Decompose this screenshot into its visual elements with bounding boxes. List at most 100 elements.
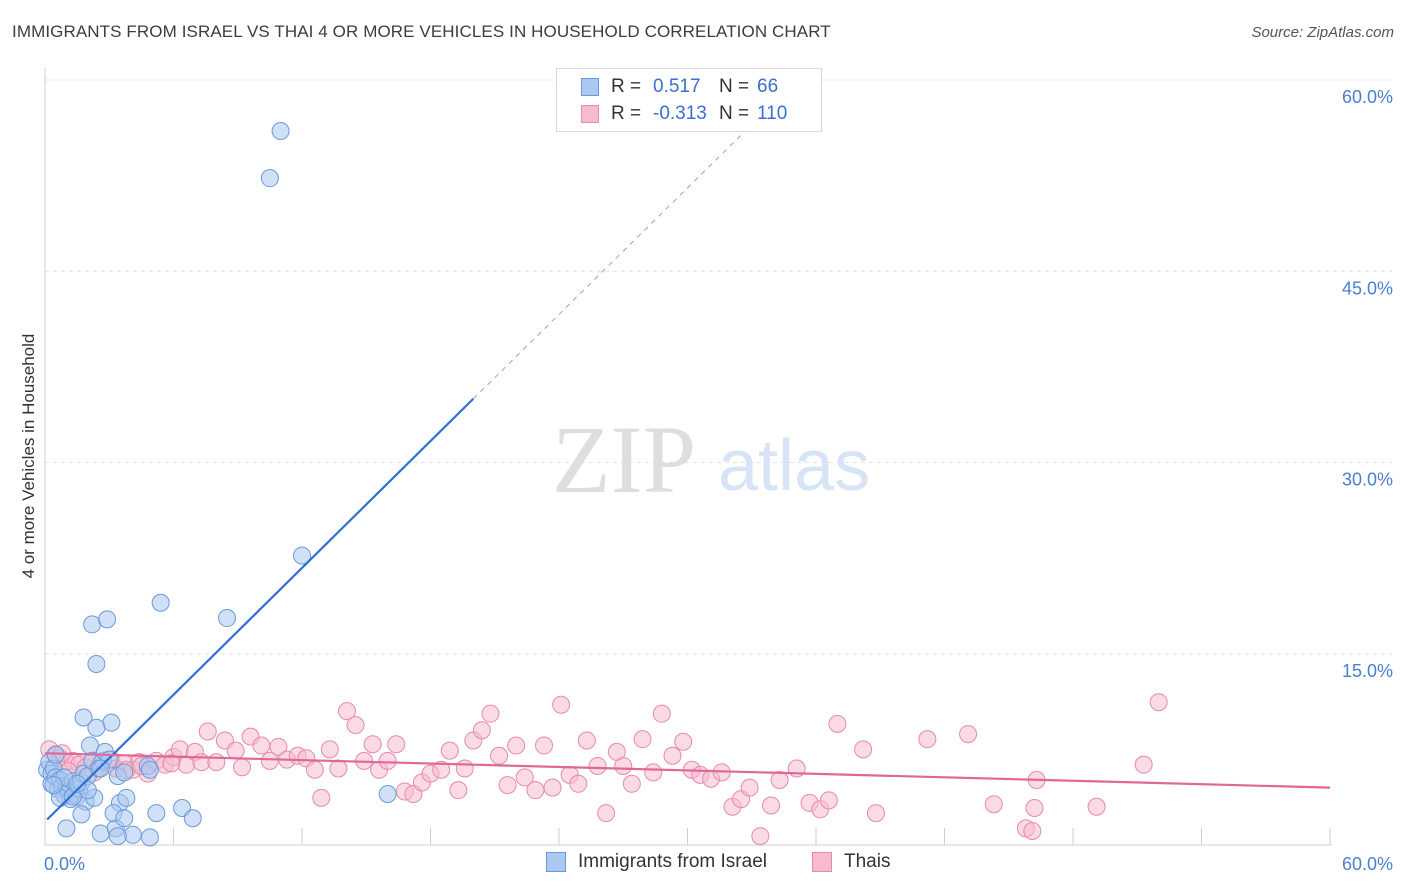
y-tick-label: 30.0% [1342, 470, 1393, 490]
thai-point [918, 730, 937, 749]
correlation-legend: R = 0.517 N = 66 R = -0.313 N = 110 [556, 68, 822, 132]
legend-r-value: 0.517 [653, 76, 701, 97]
thai-point [207, 753, 226, 772]
y-axis-label: 4 or more Vehicles in Household [19, 334, 38, 579]
thai-point [959, 725, 978, 744]
thai-point [233, 758, 252, 777]
thai-point [329, 759, 348, 778]
thai-point [507, 736, 526, 755]
trendlines [44, 124, 1331, 821]
thai-point [644, 763, 663, 782]
watermark-zip: ZIP [552, 406, 696, 513]
israel-point [260, 169, 279, 188]
israel-point [74, 708, 93, 727]
thai-point [1149, 693, 1168, 712]
thai-point [614, 756, 633, 775]
thai-point [622, 774, 641, 793]
israel-point [102, 713, 121, 732]
israel-trendline-extension [472, 124, 753, 400]
legend-n-label: N = [719, 76, 750, 97]
thai-point [740, 778, 759, 797]
legend-swatch-israel [581, 78, 599, 96]
thai-point [432, 760, 451, 779]
thai-point [490, 746, 509, 765]
legend-item-thai[interactable]: Thais [812, 851, 890, 873]
legend-label-thai: Thais [844, 851, 891, 872]
israel-point [271, 122, 290, 140]
source-label: Source: ZipAtlas.com [1251, 24, 1394, 41]
israel-point [140, 760, 159, 779]
israel-point [147, 804, 166, 823]
thai-point [320, 740, 339, 759]
y-tick-labels: 15.0% 30.0% 45.0% 60.0% [1342, 87, 1393, 681]
thai-point [588, 756, 607, 775]
thai-point [363, 735, 382, 754]
thai-point [633, 730, 652, 749]
thai-point [449, 781, 468, 800]
thai-point [1134, 755, 1153, 774]
legend-n-value: 66 [757, 76, 779, 97]
thai-point [663, 746, 682, 765]
legend-n-label: N = [719, 103, 750, 124]
y-tick-label: 60.0% [1342, 87, 1393, 107]
thai-point [337, 702, 356, 721]
israel-point [115, 763, 134, 782]
thai-point [1023, 821, 1042, 840]
legend-n-value: 110 [757, 103, 788, 124]
legend-item-israel[interactable]: Immigrants from Israel [546, 851, 767, 873]
israel-point [57, 819, 76, 838]
thai-point [751, 827, 770, 846]
legend-r-value: -0.313 [653, 103, 707, 124]
israel-point [80, 736, 99, 755]
thai-point [984, 795, 1003, 814]
thai-point [1087, 797, 1106, 816]
thai-point [226, 741, 245, 760]
legend-r-label: R = [611, 76, 642, 97]
israel-point [44, 776, 63, 795]
watermark: ZIP atlas [552, 406, 870, 513]
thai-point [828, 714, 847, 733]
israel-point [87, 718, 106, 737]
x-tick-label: 0.0% [44, 854, 85, 874]
israel-point [83, 615, 102, 634]
israel-point [72, 805, 91, 824]
series-legend: Immigrants from Israel Thais [0, 851, 1406, 877]
israel-point [378, 785, 397, 803]
israel-point [87, 654, 106, 673]
israel-point [151, 593, 170, 612]
thai-point [455, 759, 474, 778]
thai-point [346, 716, 365, 735]
thai-point [535, 736, 554, 755]
thai-point [674, 732, 693, 751]
watermark-atlas: atlas [718, 426, 870, 506]
thai-point [312, 788, 331, 807]
y-tick-label: 45.0% [1342, 278, 1393, 298]
israel-point [68, 774, 87, 793]
grid-lines [45, 79, 1392, 655]
israel-point [117, 788, 136, 807]
thai-point [498, 776, 517, 795]
x-tick-label: 60.0% [1342, 854, 1393, 874]
thai-point [472, 721, 491, 740]
israel-point [140, 828, 159, 847]
thai-point [770, 770, 789, 789]
thai-point [866, 804, 885, 823]
thai-point [305, 760, 324, 779]
legend-row-thai: R = -0.313 N = 110 [581, 101, 787, 127]
israel-trendline [46, 397, 475, 821]
legend-label-israel: Immigrants from Israel [578, 851, 767, 872]
thai-point [387, 735, 406, 754]
legend-swatch-israel [546, 852, 566, 872]
thai-point [198, 722, 217, 741]
israel-point [98, 610, 117, 629]
legend-swatch-thai [812, 852, 832, 872]
thai-point [440, 741, 459, 760]
israel-point [108, 827, 127, 846]
israel-point [183, 809, 202, 828]
thai-point [1025, 799, 1044, 818]
chart-title: IMMIGRANTS FROM ISRAEL VS THAI 4 OR MORE… [12, 22, 831, 41]
thai-point [569, 774, 588, 793]
thai-point [481, 704, 500, 723]
israel-point [115, 809, 134, 828]
